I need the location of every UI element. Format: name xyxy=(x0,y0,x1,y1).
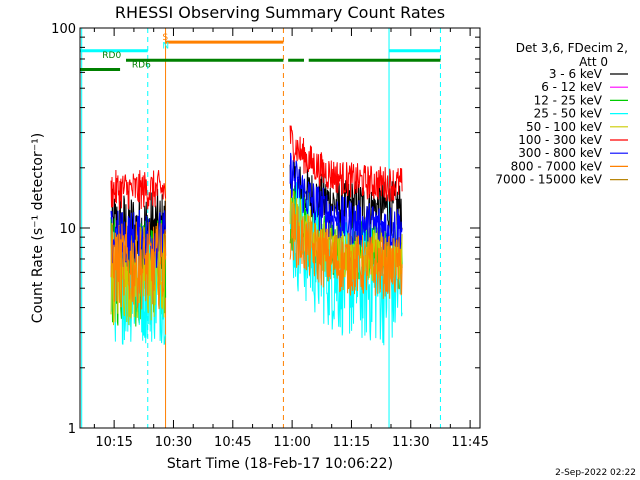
x-tick-label-2: 10:45 xyxy=(214,435,251,450)
state-bar-label-s: S xyxy=(162,33,168,43)
legend-entry-label-1: 6 - 12 keV xyxy=(541,80,603,94)
series-5-segment-0 xyxy=(110,169,167,210)
legend-header-line1: Det 3,6, FDecim 2, xyxy=(516,41,628,55)
x-tick-label-5: 11:30 xyxy=(392,435,429,450)
x-tick-label-0: 10:15 xyxy=(95,435,132,450)
state-bar-label-rd6: RD6 xyxy=(132,61,151,71)
legend-entry-label-3: 25 - 50 keV xyxy=(534,107,603,121)
series-6-segment-1 xyxy=(289,152,403,250)
y-axis-label: Count Rate (s⁻¹ detector⁻¹) xyxy=(30,133,46,323)
plot-area: SN RD0 RD6 xyxy=(80,28,441,428)
x-tick-label-4: 11:15 xyxy=(333,435,370,450)
y-tick-label-1: 10 xyxy=(59,222,76,237)
legend-header-line2: Att 0 xyxy=(579,55,608,69)
x-axis-label: Start Time (18-Feb-17 10:06:22) xyxy=(167,456,393,472)
x-tick-label-3: 11:00 xyxy=(273,435,310,450)
legend-entry-label-4: 50 - 100 keV xyxy=(526,120,603,134)
legend-entry-label-2: 12 - 25 keV xyxy=(534,93,603,107)
x-tick-label-1: 10:30 xyxy=(155,435,192,450)
chart-title: RHESSI Observing Summary Count Rates xyxy=(115,3,445,22)
legend-entry-label-7: 800 - 7000 keV xyxy=(511,159,603,173)
series-5-segment-1 xyxy=(289,125,403,202)
axes: 10:15 10:30 10:45 11:00 11:15 11:30 11:45 1 10 10… xyxy=(51,22,489,450)
legend-entry-label-5: 100 - 300 keV xyxy=(518,133,602,147)
y-tick-label-0: 1 xyxy=(68,422,76,437)
series-7-segment-1 xyxy=(289,201,403,299)
generation-timestamp: 2-Sep-2022 02:22 xyxy=(555,468,636,478)
x-tick-label-6: 11:45 xyxy=(451,435,488,450)
series-7-segment-0 xyxy=(110,221,167,310)
state-bar-label-rd0: RD0 xyxy=(102,51,121,61)
y-tick-label-2: 100 xyxy=(51,22,76,37)
legend-entry-label-0: 3 - 6 keV xyxy=(549,67,603,81)
legend-entry-label-6: 300 - 800 keV xyxy=(518,146,602,160)
state-bar-label-n: N xyxy=(162,42,169,52)
legend-entry-label-8: 7000 - 15000 keV xyxy=(495,173,602,187)
